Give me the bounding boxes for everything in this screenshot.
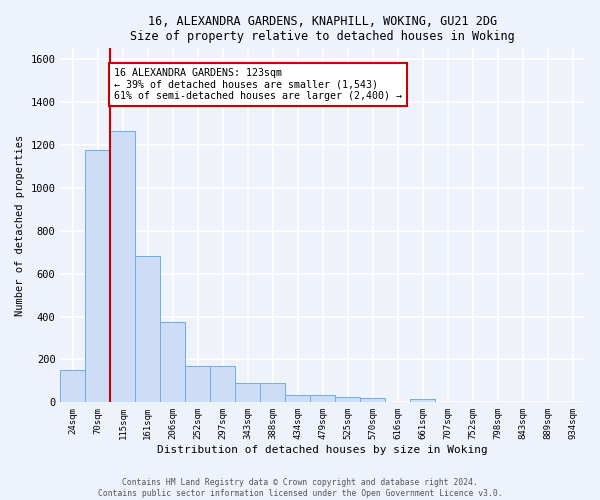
Bar bbox=[110, 131, 136, 402]
Bar bbox=[136, 256, 160, 402]
X-axis label: Distribution of detached houses by size in Woking: Distribution of detached houses by size … bbox=[157, 445, 488, 455]
Bar bbox=[335, 397, 360, 402]
Title: 16, ALEXANDRA GARDENS, KNAPHILL, WOKING, GU21 2DG
Size of property relative to d: 16, ALEXANDRA GARDENS, KNAPHILL, WOKING,… bbox=[130, 15, 515, 43]
Bar bbox=[285, 395, 310, 402]
Text: 16 ALEXANDRA GARDENS: 123sqm
← 39% of detached houses are smaller (1,543)
61% of: 16 ALEXANDRA GARDENS: 123sqm ← 39% of de… bbox=[114, 68, 402, 101]
Y-axis label: Number of detached properties: Number of detached properties bbox=[15, 134, 25, 316]
Text: Contains HM Land Registry data © Crown copyright and database right 2024.
Contai: Contains HM Land Registry data © Crown c… bbox=[98, 478, 502, 498]
Bar bbox=[85, 150, 110, 403]
Bar bbox=[310, 395, 335, 402]
Bar bbox=[210, 366, 235, 403]
Bar bbox=[61, 370, 85, 402]
Bar bbox=[260, 383, 285, 402]
Bar bbox=[360, 398, 385, 402]
Bar bbox=[160, 322, 185, 402]
Bar bbox=[185, 366, 210, 403]
Bar bbox=[410, 399, 435, 402]
Bar bbox=[235, 383, 260, 402]
